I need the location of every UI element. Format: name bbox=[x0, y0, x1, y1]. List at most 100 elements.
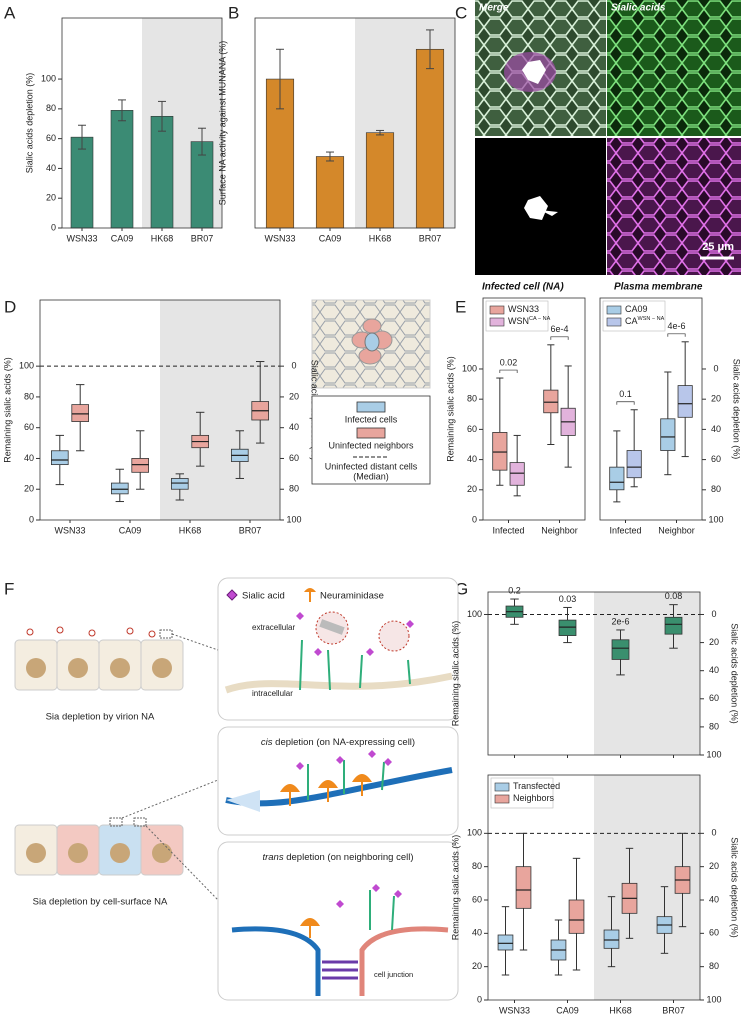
epithelium bbox=[14, 626, 184, 691]
y2-tick-label: 0 bbox=[711, 609, 716, 619]
legend-swatch bbox=[356, 401, 386, 413]
infected-cell bbox=[364, 332, 380, 352]
y2-tick-label: 100 bbox=[706, 994, 721, 1004]
y2-tick-label: 0 bbox=[711, 828, 716, 838]
x-tick-label: CA09 bbox=[111, 233, 134, 243]
plot-frame bbox=[482, 297, 586, 521]
shade bbox=[647, 775, 700, 1000]
panel-label: E bbox=[455, 297, 466, 316]
box bbox=[543, 389, 559, 414]
y-tick-label: 60 bbox=[472, 894, 482, 904]
y2-tick-label: 60 bbox=[289, 453, 299, 463]
y-tick-label: 100 bbox=[41, 73, 56, 83]
sialic-icon bbox=[226, 589, 238, 601]
y-tick-label: 100 bbox=[462, 363, 477, 373]
label: extracellular bbox=[252, 623, 295, 632]
y-tick-label: 100 bbox=[19, 361, 34, 371]
y-tick-label: 20 bbox=[24, 484, 34, 494]
y-tick-label: 40 bbox=[467, 454, 477, 464]
legend-label: WSNCA − NA bbox=[508, 316, 551, 326]
shade bbox=[220, 300, 280, 520]
x-tick-label: BR07 bbox=[662, 1005, 685, 1014]
y-tick-label: 60 bbox=[467, 424, 477, 434]
legend-label: Infected cells bbox=[345, 414, 398, 424]
connector bbox=[121, 779, 219, 819]
y2-tick-label: 20 bbox=[709, 861, 719, 871]
box bbox=[111, 482, 129, 495]
legend-name: Neighbors bbox=[513, 793, 555, 803]
membrane bbox=[359, 926, 449, 996]
y-tick-label: 40 bbox=[24, 453, 34, 463]
y2-tick-label: 0 bbox=[291, 361, 296, 371]
y-tick-label: 60 bbox=[24, 422, 34, 432]
p-value: 0.2 bbox=[508, 585, 521, 595]
caption: Sia depletion by virion NA bbox=[46, 712, 155, 723]
legend-label: CAWSN − NA bbox=[625, 316, 665, 326]
y-tick-label: 40 bbox=[46, 163, 56, 173]
y-axis-label: Remaining sialic acids (%) bbox=[445, 356, 455, 462]
y-tick-label: 40 bbox=[472, 928, 482, 938]
x-tick-label: WSN33 bbox=[66, 233, 97, 243]
membrane-image bbox=[607, 138, 741, 275]
y2-tick-label: 60 bbox=[709, 693, 719, 703]
image-label: Infected cell (NA) bbox=[482, 282, 564, 293]
legend: Infected cells Uninfected neighbors Uninfe… bbox=[311, 395, 431, 485]
box bbox=[558, 619, 577, 636]
y-tick-label: 20 bbox=[472, 961, 482, 971]
p-value: 0.1 bbox=[619, 389, 632, 399]
panel-label: A bbox=[4, 3, 16, 22]
y2-tick-label: 40 bbox=[289, 422, 299, 432]
legend-name: WSN33 bbox=[508, 304, 539, 314]
y2-tick-label: 80 bbox=[709, 961, 719, 971]
y2-axis-label: Sialic acids depletion (%) bbox=[730, 623, 740, 724]
epithelium bbox=[14, 817, 184, 876]
box bbox=[626, 450, 642, 479]
p-value: 0.08 bbox=[665, 591, 683, 601]
legend: Transfected Neighbors bbox=[490, 777, 560, 809]
panel-label: D bbox=[4, 297, 16, 316]
chart: 0 20 40 60 80 100 Sialic acids depletion (%) In… bbox=[599, 297, 741, 535]
title-rest: depletion (on NA-expressing cell) bbox=[273, 737, 416, 748]
x-tick-label: BR07 bbox=[191, 233, 214, 243]
legend-swatch bbox=[356, 427, 386, 439]
legend-label: Neighbors bbox=[513, 793, 555, 803]
sialic-acid bbox=[296, 750, 392, 770]
x-tick-label: CA09 bbox=[319, 233, 342, 243]
legend-swatch bbox=[489, 305, 505, 315]
y-axis-label: Remaining sialic acids (%) bbox=[450, 621, 460, 727]
box-title: cis depletion (on NA-expressing cell) bbox=[261, 737, 415, 748]
bar bbox=[315, 156, 345, 229]
x-tick-label: Neighbor bbox=[541, 525, 578, 535]
x-tick-label: Infected bbox=[492, 525, 524, 535]
box bbox=[170, 478, 189, 490]
box bbox=[568, 899, 585, 934]
diagram: Sialic acid Neuraminidase extracellular … bbox=[14, 577, 459, 1001]
legend-label: CA09 bbox=[625, 304, 648, 314]
y-tick-label: 80 bbox=[46, 103, 56, 113]
term: cis bbox=[261, 737, 273, 748]
box bbox=[51, 450, 69, 466]
label: cell junction bbox=[374, 970, 413, 979]
neuraminidase bbox=[280, 774, 372, 806]
infected-cell bbox=[522, 60, 546, 84]
legend-swatch bbox=[494, 794, 510, 804]
p-value: 6e-4 bbox=[550, 324, 568, 334]
chart: 0 20 40 60 80 100 Sialic acids depletion (%) WS… bbox=[24, 17, 223, 243]
legend-label: Transfected bbox=[513, 781, 560, 791]
chart: 0 20 40 60 80 100 Remaining sialic acids (%) In… bbox=[445, 297, 586, 535]
legend: CA09 CAWSN − NA bbox=[602, 300, 666, 332]
caption: Sia depletion by cell-surface NA bbox=[33, 897, 168, 908]
sialic-image bbox=[607, 0, 741, 136]
plot-frame bbox=[599, 297, 703, 521]
legend-label: Sialic acid bbox=[242, 591, 285, 602]
box bbox=[71, 404, 90, 422]
image-label: Sialic acids bbox=[611, 3, 666, 14]
legend-label: (Median) bbox=[353, 471, 389, 481]
chart: 0 20 40 60 80 100 0 20 40 60 80 100 Remaining sialic… bbox=[450, 774, 740, 1014]
box bbox=[660, 418, 676, 451]
box-title: trans depletion (on neighboring cell) bbox=[262, 852, 413, 863]
panel-label: F bbox=[4, 579, 14, 598]
y2-tick-label: 40 bbox=[709, 894, 719, 904]
bracket bbox=[667, 333, 686, 337]
